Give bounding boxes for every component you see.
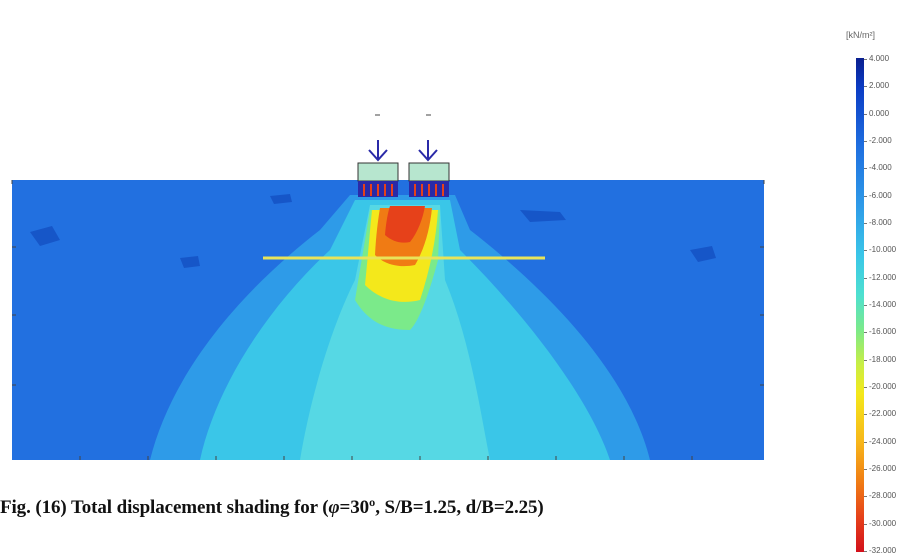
contour-inner bbox=[300, 205, 490, 460]
legend-tick-label: -32.000 bbox=[869, 546, 897, 555]
legend-tick-label: -18.000 bbox=[869, 354, 897, 364]
legend-tick-label: -30.000 bbox=[869, 518, 897, 528]
legend-tick-mark bbox=[864, 141, 867, 142]
legend-tick-mark bbox=[864, 469, 867, 470]
legend-tick-label: -6.000 bbox=[869, 190, 892, 200]
legend-tick-mark bbox=[864, 277, 867, 279]
legend-tick-mark bbox=[864, 250, 867, 252]
figure-caption: Fig. (16) Total displacement shading for… bbox=[0, 497, 800, 519]
legend-tick-label: -2.000 bbox=[869, 136, 892, 145]
legend-tick-mark bbox=[864, 113, 867, 115]
legend-tick-mark bbox=[864, 86, 867, 88]
legend-tick-mark bbox=[864, 523, 867, 525]
color-legend: [kN/m²] 4.000 2.000 0.000 -2.000 -4.000 -6.00… bbox=[840, 30, 906, 555]
legend-tick-label: -26.000 bbox=[869, 464, 897, 473]
dark-patch bbox=[520, 210, 566, 222]
legend-tick-label: -28.000 bbox=[869, 491, 897, 501]
legend-tick-label: -8.000 bbox=[869, 218, 892, 227]
legend-color-bar bbox=[856, 58, 864, 552]
footing-left bbox=[357, 162, 399, 182]
legend-tick-mark bbox=[864, 359, 867, 361]
footing-right bbox=[408, 162, 450, 182]
legend-tick-mark bbox=[864, 551, 867, 552]
dark-patch bbox=[270, 194, 292, 204]
dark-patch bbox=[30, 226, 60, 246]
legend-tick-label: -12.000 bbox=[869, 272, 897, 282]
footing-pressure-left bbox=[358, 181, 398, 197]
legend-tick-label: 0.000 bbox=[869, 108, 890, 118]
caption-phi: φ bbox=[328, 497, 340, 518]
legend-tick-label: -16.000 bbox=[869, 327, 897, 337]
contour-red bbox=[385, 206, 425, 243]
legend-tick-mark bbox=[864, 332, 867, 334]
legend-tick-label: -4.000 bbox=[869, 163, 892, 173]
dark-patch bbox=[180, 256, 200, 268]
legend-tick-label: -20.000 bbox=[869, 382, 897, 391]
legend-tick-label: -22.000 bbox=[869, 409, 897, 419]
legend-tick-mark bbox=[864, 441, 867, 443]
legend-tick-mark bbox=[864, 168, 867, 170]
legend-tick-mark bbox=[864, 496, 867, 498]
load-arrow-right bbox=[418, 140, 438, 162]
legend-tick-mark bbox=[864, 414, 867, 416]
legend-tick-label: -10.000 bbox=[869, 245, 897, 255]
caption-suffix: =30º, S/B=1.25, d/B=2.25) bbox=[339, 497, 544, 518]
legend-tick-mark bbox=[864, 387, 867, 388]
legend-tick-mark bbox=[864, 195, 867, 197]
footing-pressure-right bbox=[409, 181, 449, 197]
legend-tick-mark bbox=[864, 305, 867, 306]
legend-tick-mark bbox=[864, 59, 867, 60]
legend-tick-label: 4.000 bbox=[869, 54, 890, 63]
legend-tick-mark bbox=[864, 223, 867, 224]
domain-ticks bbox=[11, 180, 765, 460]
caption-prefix: Fig. (16) Total displacement shading for… bbox=[0, 497, 329, 518]
legend-tick-label: 2.000 bbox=[869, 81, 890, 91]
legend-tick-label: -14.000 bbox=[869, 300, 897, 309]
legend-unit: [kN/m²] bbox=[846, 30, 875, 40]
dark-patch bbox=[690, 246, 716, 262]
load-arrow-left bbox=[368, 140, 388, 162]
legend-tick-label: -24.000 bbox=[869, 436, 897, 446]
